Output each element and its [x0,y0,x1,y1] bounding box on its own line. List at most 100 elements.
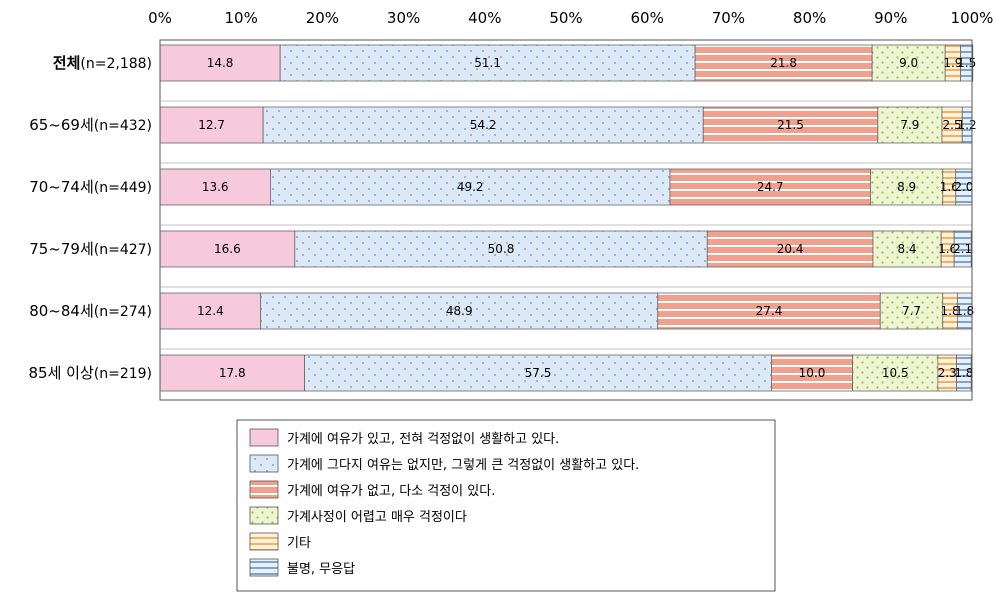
bar-segment [657,292,881,330]
bar-segment [669,168,871,206]
data-label: 1.6 [940,180,959,194]
data-label: 14.8 [207,56,234,70]
legend-swatch [249,532,279,551]
x-tick-label: 40% [468,9,501,27]
data-label: 10.0 [799,366,826,380]
category-label: 65~69세(n=432) [29,116,152,134]
bar-segment [953,230,972,268]
data-label: 12.4 [197,304,224,318]
data-label: 16.6 [214,242,241,256]
category-name: 전체 [53,54,81,72]
data-label: 7.9 [900,118,919,132]
data-label: 1.6 [938,242,957,256]
legend-swatch [249,558,279,577]
legend-swatch [249,506,279,525]
data-label: 2.0 [954,180,973,194]
category-n: (n=274) [94,304,152,320]
category-n: (n=432) [94,118,152,134]
bar-segment [270,168,671,206]
category-labels: 전체(n=2,188) 65~69세(n=432) 70~74세(n=449) 75~… [28,54,152,382]
x-tick-label: 70% [712,9,745,27]
legend-label: 가계에 그다지 여유는 없지만, 그렇게 큰 걱정없이 생활하고 있다. [287,458,639,473]
bar-segment [706,230,874,268]
category-n: (n=427) [94,242,152,258]
bar-segment [159,44,281,82]
data-label: 57.5 [525,366,552,380]
x-tick-label: 30% [387,9,420,27]
category-name: 80~84세 [29,302,94,320]
category-label: 70~74세(n=449) [29,178,152,196]
legend-swatch [249,428,279,447]
bar-segment [872,230,942,268]
data-label: 1.5 [957,56,976,70]
data-label: 8.9 [897,180,916,194]
category-label: 85세 이상(n=219) [28,364,152,382]
bar-segment [159,168,271,206]
bar-segment [771,354,854,392]
data-label: 2.5 [943,118,962,132]
category-label: 75~79세(n=427) [29,240,152,258]
data-label: 2.3 [938,366,957,380]
data-label: 20.4 [777,242,804,256]
legend-swatch [249,480,279,499]
data-label: 21.5 [777,118,804,132]
data-label: 10.5 [882,366,909,380]
category-n: (n=2,188) [80,56,152,72]
bar-segment [877,106,943,144]
data-label: 1.8 [941,304,960,318]
bar-segment [956,354,972,392]
x-tick-label: 20% [306,9,339,27]
data-label: 1.2 [958,118,977,132]
bar-segment [159,292,262,330]
data-label: 48.9 [446,304,473,318]
data-label: 1.9 [943,56,962,70]
category-name: 70~74세 [29,178,94,196]
legend-label: 기타 [287,536,311,551]
plot-border [159,39,973,401]
data-label: 13.6 [202,180,229,194]
x-tick-label: 50% [549,9,582,27]
legend-label: 가계에 여유가 있고, 전혀 걱정없이 생활하고 있다. [287,432,559,447]
data-label: 49.2 [457,180,484,194]
bar-segment [279,44,696,82]
x-tick-label: 60% [631,9,664,27]
data-label: 54.2 [470,118,497,132]
category-name: 85세 이상 [28,364,93,382]
bar-segment [294,230,708,268]
plot-frame [159,39,973,401]
x-axis-ticks: 0% 10% 20% 30% 40% 50% 60% 70% 80% 90% 100% [148,9,993,27]
x-tick-label: 100% [951,9,994,27]
data-label: 51.1 [474,56,501,70]
legend-swatch [249,454,279,473]
data-label: 1.8 [954,366,973,380]
category-n: (n=449) [94,180,152,196]
category-name: 65~69세 [29,116,94,134]
data-label: 1.8 [955,304,974,318]
data-label: 12.7 [198,118,225,132]
x-tick-label: 0% [148,9,172,27]
data-label: 50.8 [488,242,515,256]
category-label: 80~84세(n=274) [29,302,152,320]
bar-segment [960,44,974,82]
legend-label: 가계에 여유가 없고, 다소 걱정이 있다. [287,484,495,499]
legend-label: 불명, 무응답 [287,562,355,577]
bar-segment [852,354,939,392]
bars: 14.8 51.1 21.8 9.0 1.91.512.7 54.2 21.5 7.9 2.51… [159,44,977,392]
x-tick-label: 10% [225,9,258,27]
bar-segment [260,292,659,330]
bar-segment [694,44,873,82]
data-label: 9.0 [899,56,918,70]
data-label: 27.4 [756,304,783,318]
legend-label: 가계사정이 어렵고 매우 걱정이다 [287,510,467,525]
x-tick-label: 80% [793,9,826,27]
category-n: (n=219) [94,366,152,382]
category-label: 전체(n=2,188) [53,54,152,72]
data-label: 21.8 [770,56,797,70]
data-label: 8.4 [897,242,916,256]
legend: 가계에 여유가 있고, 전혀 걱정없이 생활하고 있다. 가계에 그다지 여유는 … [236,419,776,592]
bar-segment [702,106,879,144]
category-name: 75~79세 [29,240,94,258]
bar-segment [159,106,264,144]
legend-box [236,419,776,592]
